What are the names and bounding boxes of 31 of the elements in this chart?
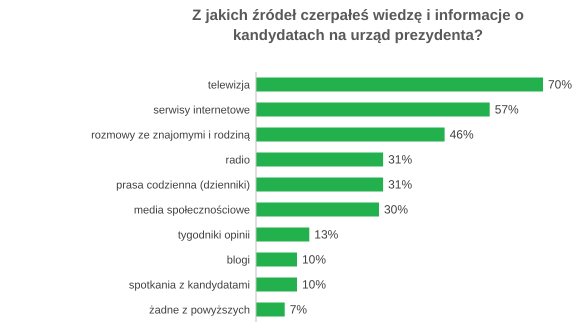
bar bbox=[256, 178, 384, 192]
y-tick-label: prasa codzienna (dzienniki) bbox=[116, 179, 250, 192]
bar bbox=[256, 78, 543, 92]
bar bbox=[256, 152, 384, 166]
y-tick-label: telewizja bbox=[208, 79, 251, 92]
data-label: 31% bbox=[388, 152, 412, 167]
data-label: 70% bbox=[548, 78, 572, 92]
bar bbox=[256, 202, 379, 216]
data-label: 7% bbox=[290, 302, 308, 317]
data-label: 10% bbox=[302, 252, 326, 267]
y-tick-label: radio bbox=[226, 154, 250, 166]
data-label: 10% bbox=[302, 278, 326, 292]
bar bbox=[256, 278, 297, 292]
chart-title: Z jakich źródeł czerpałeś wiedzę i informacje o kandydatach na urząd prezydenta? bbox=[192, 7, 524, 44]
y-tick-label: spotkania z kandydatami bbox=[128, 279, 250, 292]
data-label: 13% bbox=[314, 228, 339, 242]
bar bbox=[256, 302, 285, 316]
bar bbox=[256, 228, 310, 242]
data-label: 46% bbox=[450, 128, 474, 142]
y-tick-label: rozmowy ze znajomymi i rodziną bbox=[91, 129, 251, 142]
y-tick-label: blogi bbox=[226, 254, 250, 266]
y-tick-label: serwisy internetowe bbox=[153, 104, 250, 116]
y-tick-label: żadne z powyższych bbox=[149, 304, 250, 316]
data-label: 57% bbox=[494, 102, 520, 117]
data-label: 31% bbox=[388, 178, 412, 192]
y-tick-label: tygodniki opinii bbox=[178, 229, 250, 242]
data-label: 30% bbox=[384, 202, 408, 217]
y-tick-label: media społecznościowe bbox=[134, 204, 250, 216]
bar bbox=[256, 252, 297, 266]
bar bbox=[256, 128, 445, 142]
bar bbox=[256, 102, 490, 116]
